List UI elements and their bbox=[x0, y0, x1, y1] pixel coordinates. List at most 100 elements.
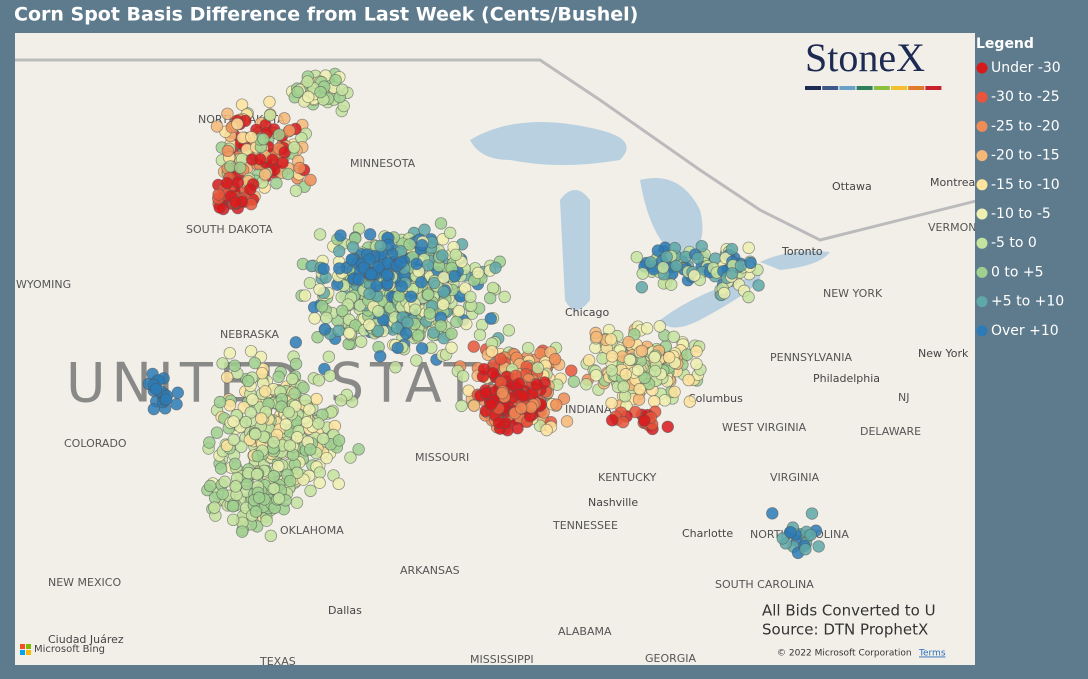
bid-dot bbox=[334, 229, 347, 242]
bid-dot bbox=[695, 239, 708, 253]
bid-dot bbox=[484, 312, 497, 325]
bid-dot bbox=[374, 239, 387, 253]
bid-dot bbox=[648, 364, 662, 378]
bid-dot bbox=[632, 393, 646, 406]
map-label: OKLAHOMA bbox=[280, 524, 344, 537]
bid-dot bbox=[221, 144, 235, 158]
logo-bar-segment bbox=[805, 86, 821, 90]
bid-dot bbox=[203, 436, 216, 449]
bid-dot bbox=[742, 290, 755, 304]
bid-dot bbox=[473, 328, 487, 342]
map-label: SOUTH CAROLINA bbox=[715, 578, 814, 591]
bid-dot bbox=[283, 439, 297, 452]
terms-link[interactable]: Terms bbox=[918, 649, 946, 659]
bid-dot bbox=[287, 141, 301, 154]
bid-dot bbox=[352, 443, 365, 456]
bid-dot bbox=[766, 507, 779, 520]
legend-label: -15 to -10 bbox=[991, 177, 1060, 193]
bid-dot bbox=[656, 261, 670, 274]
bid-dot bbox=[449, 248, 462, 261]
map-label: KENTUCKY bbox=[598, 471, 657, 484]
bid-dot bbox=[516, 389, 530, 403]
logo-bar-segment bbox=[873, 86, 890, 90]
legend-swatch bbox=[976, 296, 988, 308]
bid-dot bbox=[283, 124, 296, 137]
legend-label: -25 to -20 bbox=[991, 118, 1060, 134]
bid-dot bbox=[622, 335, 635, 349]
provider: Microsoft Bing bbox=[34, 644, 105, 655]
bid-dot bbox=[235, 525, 249, 538]
legend-label: -10 to -5 bbox=[991, 206, 1051, 222]
lake-huron bbox=[640, 178, 703, 260]
legend: Under -30 -30 to -25 -25 to -20 -20 to -15 -… bbox=[976, 60, 1064, 339]
bid-dot bbox=[203, 479, 217, 493]
bid-dot bbox=[171, 386, 184, 399]
bid-dot bbox=[170, 398, 183, 411]
bid-dot bbox=[717, 286, 731, 300]
bid-dot bbox=[312, 374, 326, 387]
bid-dot bbox=[264, 529, 278, 543]
bid-dot bbox=[638, 414, 651, 427]
city-label: Columbus bbox=[688, 392, 743, 405]
bid-dot bbox=[346, 241, 360, 254]
bid-dot bbox=[344, 451, 357, 464]
bid-dot bbox=[456, 370, 470, 383]
bid-dot bbox=[415, 276, 428, 289]
bid-dot bbox=[690, 345, 703, 358]
bid-dot bbox=[467, 399, 481, 412]
bid-dot bbox=[653, 320, 666, 333]
bid-dot bbox=[631, 364, 645, 377]
legend-label: -20 to -15 bbox=[991, 148, 1060, 164]
bid-dot bbox=[661, 420, 674, 433]
bid-dot bbox=[260, 514, 273, 527]
map-label: MISSISSIPPI bbox=[470, 653, 534, 666]
bid-dot bbox=[293, 161, 306, 175]
bid-dot bbox=[258, 168, 272, 181]
legend-swatch bbox=[976, 91, 988, 103]
bid-dot bbox=[486, 367, 500, 380]
bid-dot bbox=[752, 279, 765, 292]
city-label: Chicago bbox=[565, 306, 609, 319]
bid-dot bbox=[272, 370, 285, 383]
logo-bar-segment bbox=[822, 86, 839, 90]
bid-dot bbox=[208, 501, 221, 514]
bid-dot bbox=[514, 401, 528, 415]
city-label: Montreal bbox=[930, 176, 978, 189]
bid-dot bbox=[486, 281, 500, 295]
bid-dot bbox=[218, 475, 231, 488]
bid-dot bbox=[437, 271, 450, 284]
bid-dot bbox=[635, 281, 649, 294]
bid-dot bbox=[660, 250, 673, 264]
map-label: NEW YORK bbox=[823, 287, 883, 300]
bid-dot bbox=[640, 322, 654, 335]
legend-swatch bbox=[976, 208, 988, 220]
logo: StoneX bbox=[805, 35, 925, 80]
bid-dot bbox=[228, 359, 241, 372]
logo-bar-segment bbox=[856, 86, 873, 90]
map-label: ALABAMA bbox=[558, 625, 612, 638]
bid-dot bbox=[567, 375, 581, 388]
bid-dot bbox=[231, 117, 244, 131]
bid-dot bbox=[266, 153, 279, 167]
map-label: PENNSYLVANIA bbox=[770, 351, 852, 364]
map-label: DELAWARE bbox=[860, 425, 921, 438]
bid-dot bbox=[494, 352, 507, 366]
bid-dot bbox=[312, 417, 325, 430]
city-label: Philadelphia bbox=[813, 372, 880, 385]
bid-dot bbox=[662, 351, 676, 364]
bid-dot bbox=[334, 394, 348, 407]
bid-dot bbox=[415, 342, 429, 355]
bid-dot bbox=[257, 132, 270, 146]
lake-ontario bbox=[760, 251, 830, 270]
bid-dot bbox=[363, 287, 376, 301]
legend-label: +5 to +10 bbox=[991, 294, 1064, 310]
bid-dot bbox=[244, 183, 257, 196]
bid-dot bbox=[354, 335, 368, 348]
map-label: INDIANA bbox=[565, 403, 612, 416]
bid-dot bbox=[329, 73, 342, 87]
title: Corn Spot Basis Difference from Last Wee… bbox=[14, 4, 638, 26]
bid-dot bbox=[380, 268, 394, 281]
map-label: MINNESOTA bbox=[350, 157, 416, 170]
bid-dot bbox=[303, 276, 317, 290]
legend-label: 0 to +5 bbox=[991, 264, 1044, 280]
